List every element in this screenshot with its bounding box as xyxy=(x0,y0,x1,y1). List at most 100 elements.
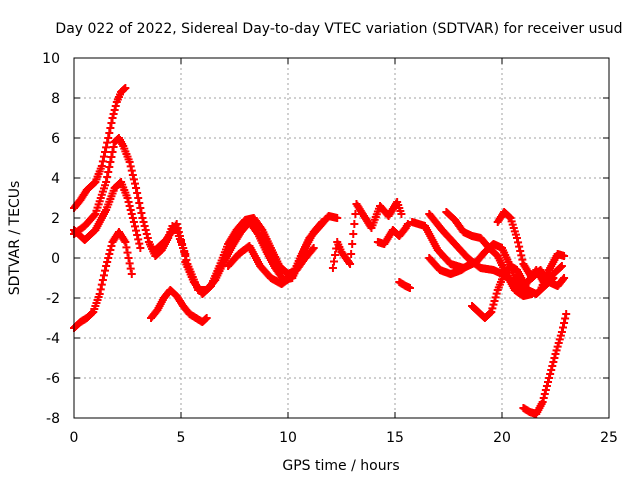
data-point xyxy=(105,129,114,137)
data-point xyxy=(351,210,360,218)
data-point xyxy=(95,290,104,298)
data-point xyxy=(135,199,144,207)
data-point xyxy=(346,260,355,268)
data-point xyxy=(523,286,532,294)
plot-frame xyxy=(73,57,610,419)
data-point xyxy=(129,175,138,184)
axis-ticks: 0 5 10 15 20 25 -8 -6 -4 -2 0 2 4 6 8 10 xyxy=(42,51,618,446)
data-point xyxy=(99,271,108,280)
data-point xyxy=(546,370,555,378)
data-point xyxy=(560,319,569,327)
data-point xyxy=(136,244,145,252)
data-point xyxy=(561,314,570,323)
data-point xyxy=(516,247,525,255)
data-point xyxy=(128,171,137,179)
data-point xyxy=(124,254,133,262)
data-point xyxy=(107,153,116,161)
series-track-5 xyxy=(147,286,211,326)
series-track-19 xyxy=(519,310,571,418)
data-point xyxy=(403,220,412,228)
series-track-3 xyxy=(70,178,145,252)
y-tick-label: -4 xyxy=(46,331,60,347)
data-point xyxy=(133,189,142,197)
data-point xyxy=(127,166,136,175)
data-point xyxy=(102,178,111,186)
data-point xyxy=(125,158,134,166)
data-point xyxy=(126,264,135,273)
data-point xyxy=(130,222,139,231)
data-point xyxy=(202,314,211,322)
data-point xyxy=(122,243,131,252)
data-point xyxy=(140,222,149,230)
data-point xyxy=(121,238,130,246)
data-point xyxy=(106,246,115,254)
data-point xyxy=(175,232,184,240)
data-point xyxy=(98,157,107,166)
data-point xyxy=(492,289,501,298)
grid xyxy=(74,58,609,418)
data-point xyxy=(541,386,550,394)
chart-title: Day 022 of 2022, Sidereal Day-to-day VTE… xyxy=(55,21,622,37)
data-point xyxy=(104,168,113,176)
data-point xyxy=(557,262,566,270)
data-point xyxy=(102,262,111,270)
series-track-4 xyxy=(70,228,136,332)
y-axis-label: SDTVAR / TECUs xyxy=(7,181,23,296)
y-tick-label: 6 xyxy=(51,131,60,147)
series-track-8 xyxy=(224,212,342,288)
data-point xyxy=(560,252,569,260)
data-point xyxy=(539,394,548,402)
data-point xyxy=(179,244,188,252)
data-point xyxy=(130,179,139,188)
data-point xyxy=(330,257,339,266)
data-point xyxy=(178,240,187,248)
y-tick-label: 10 xyxy=(42,51,60,67)
data-point xyxy=(558,323,567,332)
data-point xyxy=(141,226,150,234)
series-track-18 xyxy=(536,250,569,294)
series-track-15 xyxy=(425,254,474,278)
data-point xyxy=(553,342,562,351)
data-point xyxy=(518,255,527,264)
data-point xyxy=(172,220,181,228)
data-point xyxy=(108,114,117,122)
data-point xyxy=(124,198,133,206)
data-point xyxy=(101,266,110,275)
data-point xyxy=(134,194,143,202)
data-point xyxy=(512,234,521,242)
data-point xyxy=(107,242,116,250)
data-point xyxy=(137,209,146,217)
x-tick-label: 5 xyxy=(177,430,186,446)
data-point xyxy=(90,211,99,220)
series-track-10 xyxy=(373,220,412,248)
data-point xyxy=(348,240,357,248)
data-point xyxy=(111,102,120,110)
data-point xyxy=(517,251,526,260)
data-point xyxy=(142,230,151,238)
data-point xyxy=(110,106,119,114)
data-point xyxy=(106,158,115,166)
data-marks xyxy=(70,84,571,418)
data-point xyxy=(139,218,148,226)
data-point xyxy=(134,235,143,244)
data-point xyxy=(560,274,569,282)
data-point xyxy=(97,280,106,289)
data-point xyxy=(104,254,113,262)
data-point xyxy=(397,210,406,218)
data-point xyxy=(127,210,136,218)
data-point xyxy=(123,248,132,257)
data-point xyxy=(109,110,118,118)
data-point xyxy=(549,358,558,366)
data-point xyxy=(125,202,134,210)
data-point xyxy=(102,143,111,152)
y-tick-label: 4 xyxy=(51,171,60,187)
data-point xyxy=(489,300,498,309)
data-point xyxy=(105,250,114,258)
y-tick-label: 8 xyxy=(51,91,60,107)
data-point xyxy=(135,239,144,248)
data-point xyxy=(109,143,118,151)
data-point xyxy=(405,284,414,292)
data-point xyxy=(133,231,142,239)
x-tick-label: 20 xyxy=(493,430,511,446)
data-point xyxy=(465,260,474,268)
